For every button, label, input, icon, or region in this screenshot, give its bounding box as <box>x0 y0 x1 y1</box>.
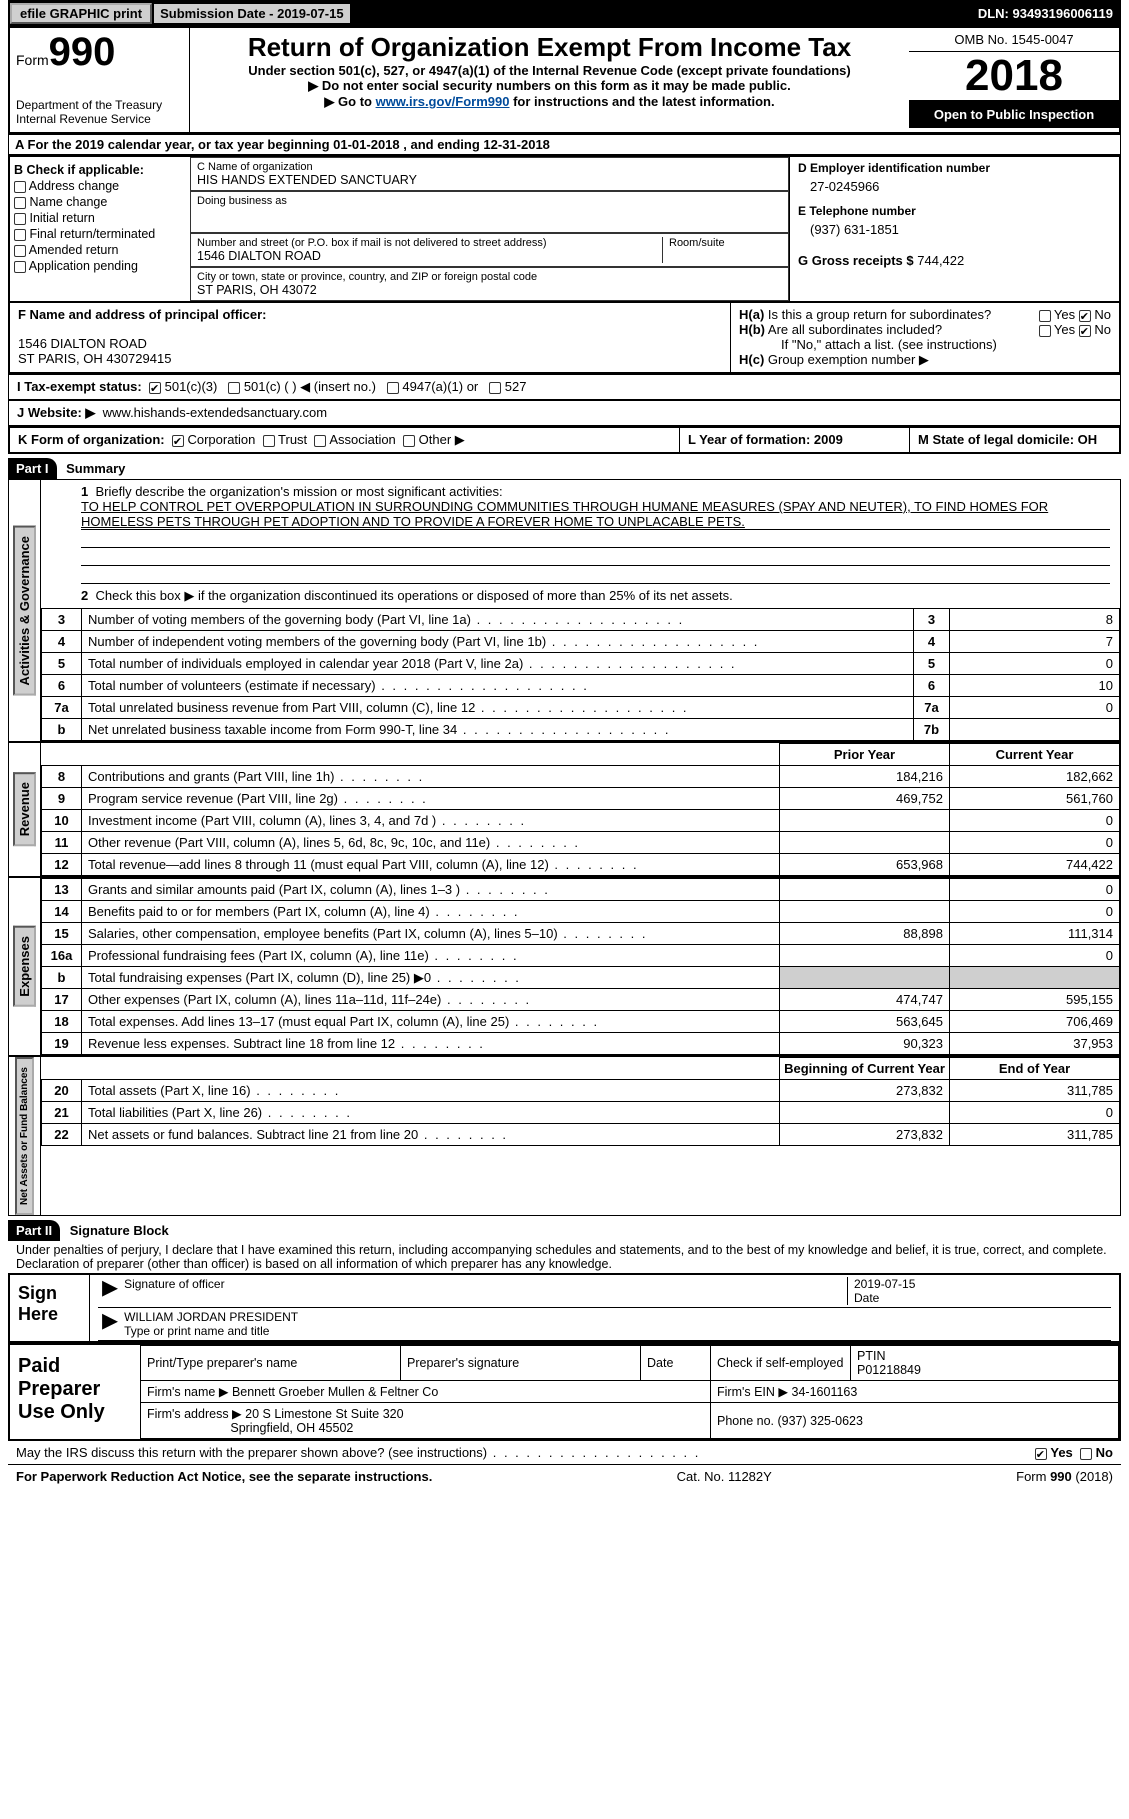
section-b: B Check if applicable: Address change Na… <box>10 157 190 301</box>
part2-hdr: Part II <box>8 1220 60 1241</box>
part1-hdr: Part I <box>8 458 57 479</box>
omb: OMB No. 1545-0047 <box>909 28 1119 52</box>
side-netassets: Net Assets or Fund Balances <box>15 1057 34 1215</box>
chk-pending[interactable] <box>14 261 26 273</box>
prep-phone: (937) 325-0623 <box>777 1414 862 1428</box>
dept: Department of the Treasury Internal Reve… <box>16 98 183 126</box>
cat-no: Cat. No. 11282Y <box>677 1469 772 1484</box>
row-a: A For the 2019 calendar year, or tax yea… <box>8 134 1121 155</box>
year-formation: L Year of formation: 2009 <box>679 428 909 452</box>
officer-addr1: 1546 DIALTON ROAD <box>18 336 722 351</box>
hb-no[interactable] <box>1079 325 1091 337</box>
street: 1546 DIALTON ROAD <box>197 249 662 263</box>
form-version: Form 990 (2018) <box>1016 1469 1113 1484</box>
chk-amended[interactable] <box>14 245 26 257</box>
mission: TO HELP CONTROL PET OVERPOPULATION IN SU… <box>81 499 1110 530</box>
side-governance: Activities & Governance <box>13 526 36 696</box>
discuss-yes[interactable] <box>1035 1448 1047 1460</box>
discuss: May the IRS discuss this return with the… <box>16 1445 700 1460</box>
form-title: Return of Organization Exempt From Incom… <box>196 32 903 63</box>
firm-name: Bennett Groeber Mullen & Feltner Co <box>232 1385 438 1399</box>
state-domicile: M State of legal domicile: OH <box>909 428 1119 452</box>
website[interactable]: www.hishands-extendedsanctuary.com <box>103 405 328 420</box>
open-inspection: Open to Public Inspection <box>909 101 1119 128</box>
chk-name[interactable] <box>14 197 26 209</box>
side-revenue: Revenue <box>13 772 36 846</box>
ssn-note: Do not enter social security numbers on … <box>196 78 903 94</box>
topbar: efile GRAPHIC print Submission Date - 20… <box>8 0 1121 26</box>
efile-btn[interactable]: efile GRAPHIC print <box>10 3 152 24</box>
gross-receipts: 744,422 <box>917 253 964 268</box>
city: ST PARIS, OH 43072 <box>197 283 782 297</box>
chk-address[interactable] <box>14 181 26 193</box>
sign-here: Sign Here <box>10 1275 90 1341</box>
paid-preparer: Paid Preparer Use Only <box>10 1345 140 1439</box>
firm-addr: 20 S Limestone St Suite 320 <box>245 1407 403 1421</box>
dln: DLN: 93493196006119 <box>978 6 1119 21</box>
form-label: Form990 <box>16 52 115 68</box>
chk-initial[interactable] <box>14 213 26 225</box>
org-name: HIS HANDS EXTENDED SANCTUARY <box>197 173 782 187</box>
submission-date: Submission Date - 2019-07-15 <box>154 4 350 23</box>
subtitle: Under section 501(c), 527, or 4947(a)(1)… <box>196 63 903 78</box>
ein: 27-0245966 <box>810 179 1111 194</box>
discuss-no[interactable] <box>1080 1448 1092 1460</box>
form-header: Form990 Department of the Treasury Inter… <box>8 26 1121 134</box>
chk-final[interactable] <box>14 229 26 241</box>
goto: ▶ Go to www.irs.gov/Form990 for instruct… <box>196 94 903 110</box>
side-expenses: Expenses <box>13 926 36 1007</box>
chk-corp[interactable] <box>172 435 184 447</box>
pra-notice: For Paperwork Reduction Act Notice, see … <box>16 1469 432 1484</box>
sig-date: 2019-07-15 <box>854 1277 915 1291</box>
ptin: P01218849 <box>857 1363 921 1377</box>
firm-ein: 34-1601163 <box>792 1385 858 1399</box>
phone: (937) 631-1851 <box>810 222 1111 237</box>
declaration: Under penalties of perjury, I declare th… <box>8 1241 1121 1273</box>
chk-501c3[interactable] <box>149 382 161 394</box>
officer-name: WILLIAM JORDAN PRESIDENT <box>124 1310 298 1324</box>
goto-link[interactable]: www.irs.gov/Form990 <box>376 94 510 109</box>
ha-no[interactable] <box>1079 310 1091 322</box>
tax-year: 2018 <box>909 52 1119 101</box>
officer-addr2: ST PARIS, OH 430729415 <box>18 351 722 366</box>
